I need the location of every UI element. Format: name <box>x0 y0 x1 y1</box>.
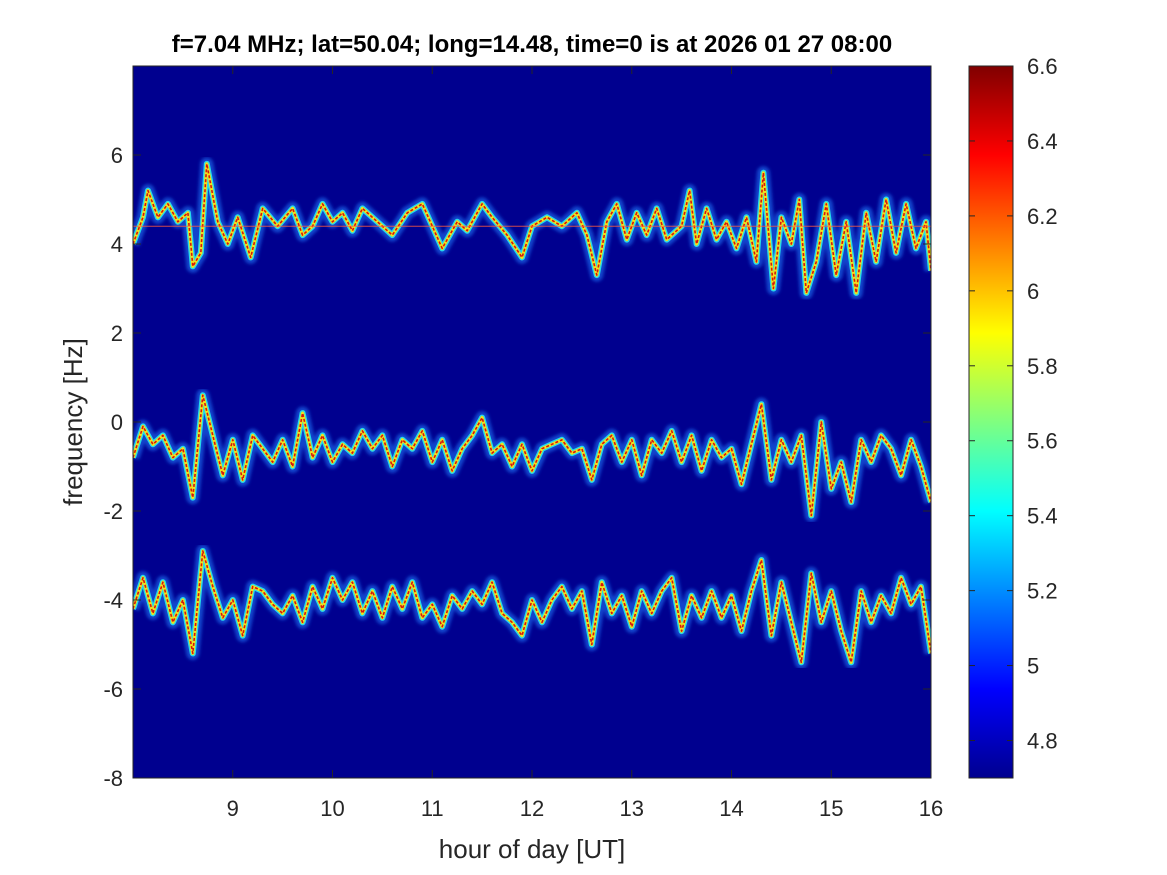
spectrogram-traces <box>133 157 931 669</box>
trace-core-3 <box>133 550 931 664</box>
x-tick-label: 9 <box>227 796 239 821</box>
y-tick-label: 6 <box>111 143 123 168</box>
colorbar-tick-label: 5.8 <box>1027 354 1058 379</box>
x-tick-label: 15 <box>819 796 843 821</box>
colorbar-tick-label: 5.6 <box>1027 429 1058 454</box>
y-tick-label: 2 <box>111 321 123 346</box>
x-tick-label: 14 <box>719 796 743 821</box>
colorbar-tick-label: 5 <box>1027 654 1039 679</box>
x-tick-label: 11 <box>421 796 444 821</box>
y-tick-label: -4 <box>103 588 123 613</box>
colorbar-tick-label: 6.4 <box>1027 129 1058 154</box>
y-tick-label: -8 <box>103 766 123 791</box>
y-axis-label: frequency [Hz] <box>58 338 88 506</box>
plot-area <box>132 65 932 779</box>
plot-background <box>133 66 931 778</box>
y-tick-label: 4 <box>111 232 123 257</box>
x-tick-label: 13 <box>620 796 644 821</box>
y-tick-label: 0 <box>111 410 123 435</box>
colorbar-tick-label: 6.2 <box>1027 204 1058 229</box>
chart-title: f=7.04 MHz; lat=50.04; long=14.48, time=… <box>172 31 892 58</box>
colorbar-gradient <box>968 65 1014 779</box>
x-axis-label: hour of day [UT] <box>439 834 625 864</box>
colorbar-tick-label: 6.6 <box>1027 54 1058 79</box>
x-tick-label: 10 <box>320 796 344 821</box>
colorbar: 4.8 5 5.2 5.4 5.6 5.8 6 6.2 6.4 6.6 <box>968 54 1058 779</box>
x-axis-ticks: 9 10 11 12 13 14 15 16 <box>227 66 943 821</box>
colorbar-tick-label: 4.8 <box>1027 729 1058 754</box>
trace-core-2 <box>133 394 931 517</box>
colorbar-tick-label: 5.2 <box>1027 579 1058 604</box>
y-tick-label: -2 <box>103 499 123 524</box>
colorbar-tick-label: 5.4 <box>1027 504 1058 529</box>
colorbar-ticks: 4.8 5 5.2 5.4 5.6 5.8 6 6.2 6.4 6.6 <box>969 54 1058 754</box>
y-axis-ticks: -8 -6 -4 -2 0 2 4 6 <box>103 143 931 791</box>
x-tick-label: 16 <box>919 796 943 821</box>
colorbar-tick-label: 6 <box>1027 279 1039 304</box>
x-tick-label: 12 <box>520 796 544 821</box>
y-tick-label: -6 <box>103 677 123 702</box>
